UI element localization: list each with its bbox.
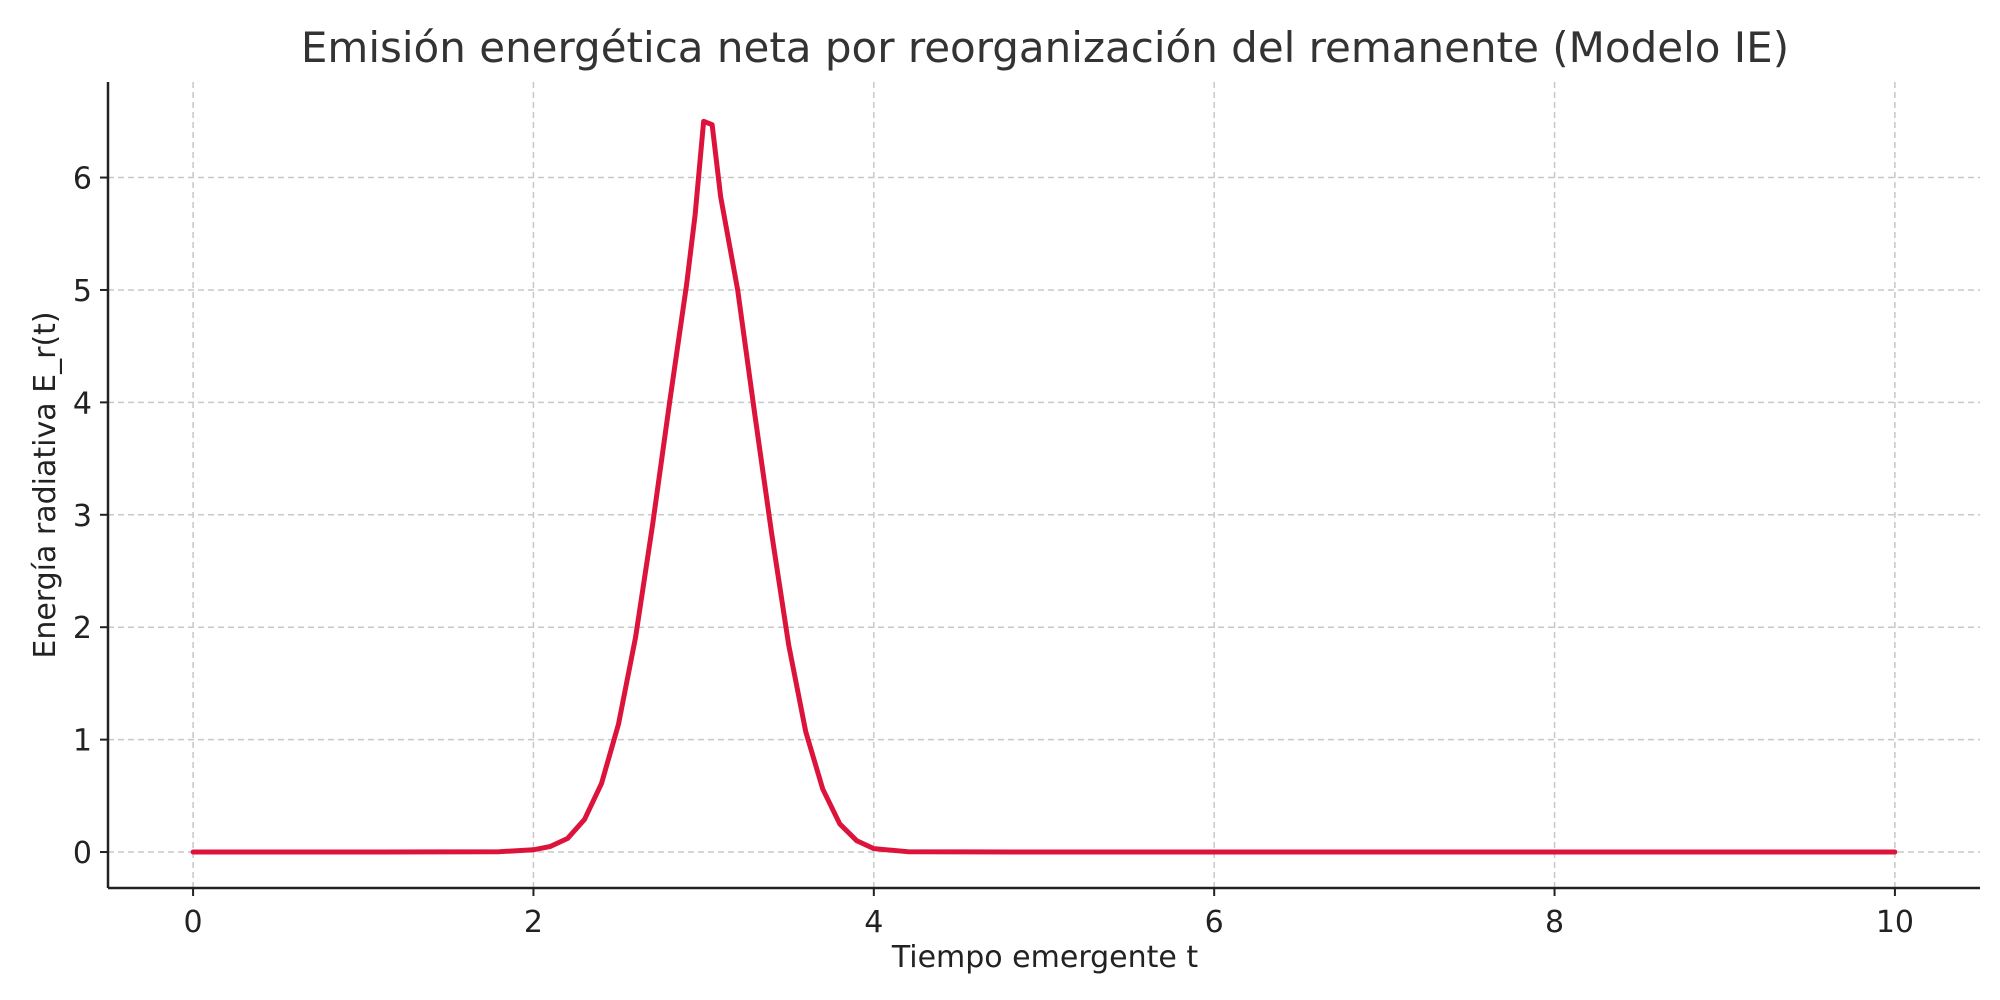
series-layer [190,118,1898,855]
series-line-0 [190,118,1898,855]
x-tick-label: 8 [1545,905,1564,940]
x-tick-label: 0 [184,905,203,940]
x-tick-label: 2 [524,905,543,940]
x-tick-label: 10 [1876,905,1914,940]
x-tick-label: 4 [864,905,883,940]
y-tick-label: 1 [73,724,92,759]
y-tick-label: 2 [73,611,92,646]
y-axis-label: Energía radiativa E_r(t) [28,311,63,658]
x-axis-label: Tiempo emergente t [891,940,1199,975]
y-tick-label: 5 [73,274,92,309]
y-ticks: 0 1 2 3 4 5 6 [73,162,108,871]
y-tick-label: 0 [73,836,92,871]
y-tick-label: 6 [73,162,92,197]
y-tick-label: 4 [73,386,92,421]
axes [106,82,1980,890]
x-tick-label: 6 [1205,905,1224,940]
grid-lines [108,82,1980,888]
x-ticks: 0 2 4 6 8 10 [184,888,1914,940]
y-tick-label: 3 [73,499,92,534]
chart-title: Emisión energética neta por reorganizaci… [301,23,1789,72]
